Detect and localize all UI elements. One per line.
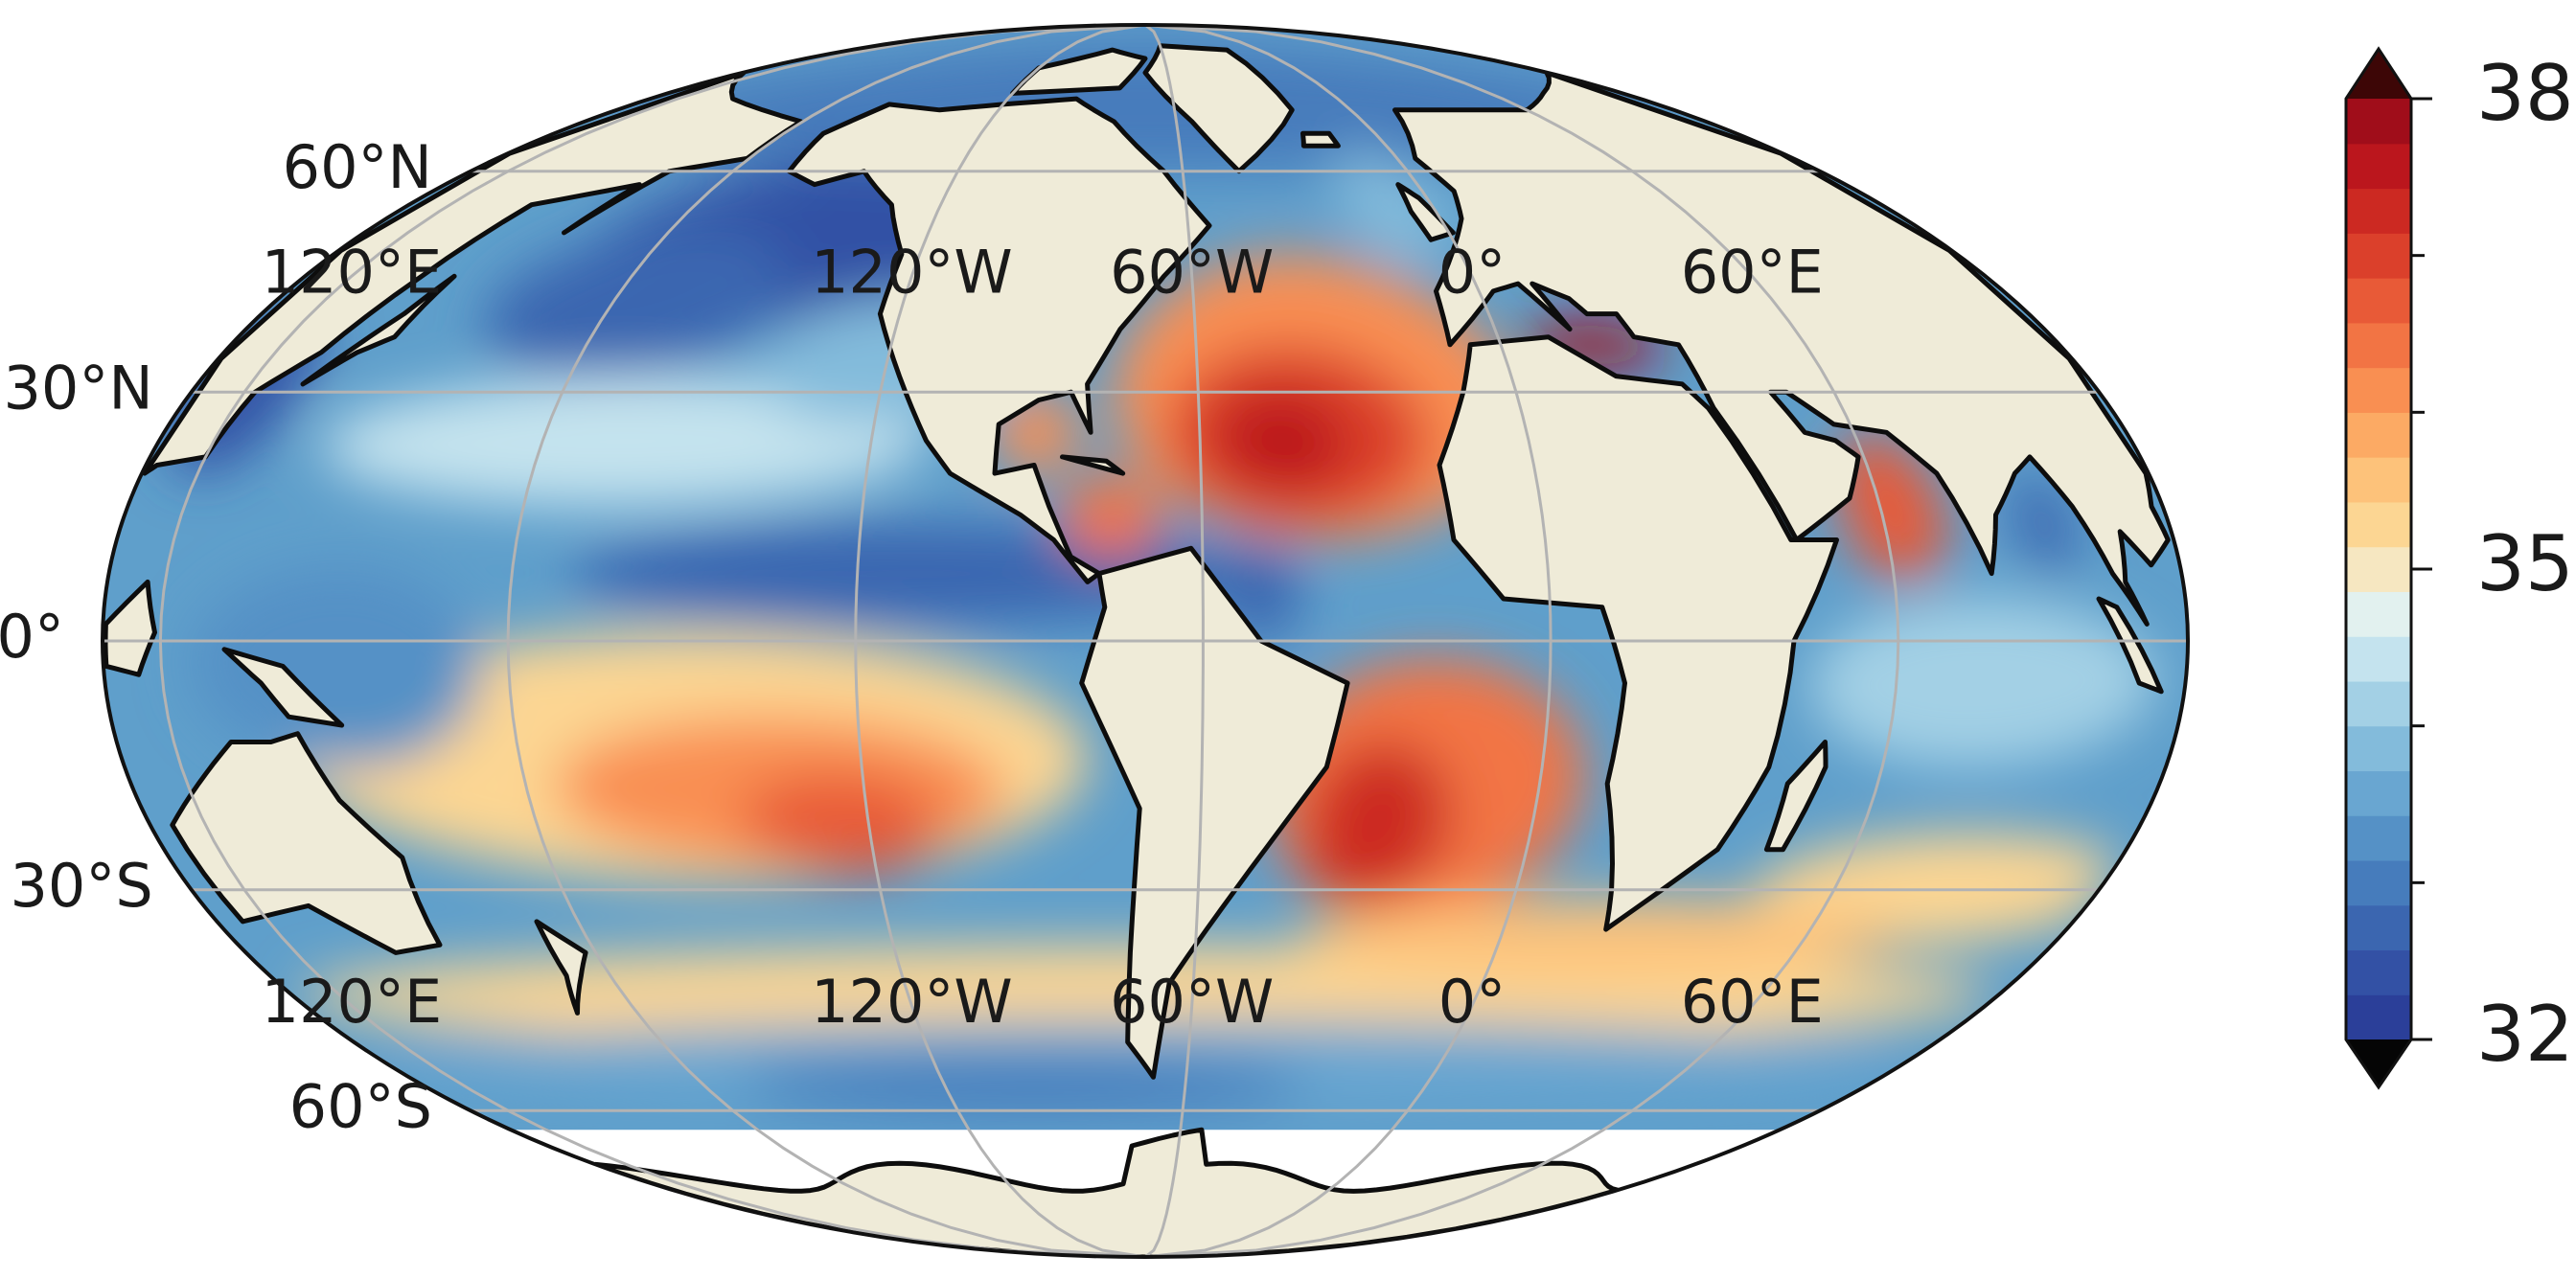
salinity-patch: [1836, 432, 1946, 582]
lon-label: 120°W: [811, 237, 1013, 307]
colorbar-band: [2346, 367, 2411, 413]
lon-label: 120°E: [262, 967, 443, 1037]
meridian: [158, 25, 1146, 1257]
landmass: [221, 647, 345, 728]
colorbar-extend-under: [2346, 1039, 2411, 1087]
colorbar-extend-over: [2346, 49, 2411, 99]
lat-label: 60°S: [289, 1071, 432, 1141]
lat-label: 0°: [0, 602, 64, 672]
salinity-patch: [322, 376, 927, 507]
landmass: [2096, 596, 2164, 695]
colorbar-band: [2346, 725, 2411, 772]
landmass: [142, 70, 804, 476]
colorbar-tick-label: 35: [2476, 519, 2574, 608]
colorbar-band: [2346, 457, 2411, 503]
meridian: [854, 25, 1146, 1257]
salinity-patch: [190, 564, 480, 767]
colorbar-band: [2346, 412, 2411, 458]
landmass: [1763, 740, 1828, 853]
globe-outline: [101, 23, 2190, 1259]
lon-label: 120°E: [262, 237, 443, 307]
colorbar-band: [2346, 99, 2411, 145]
colorbar-tick-label: 32: [2476, 990, 2574, 1079]
salinity-patch: [1304, 742, 1451, 906]
colorbar-band: [2346, 680, 2411, 727]
salinity-patch: [1060, 473, 1162, 557]
salinity-patch: [2011, 473, 2076, 574]
colorbar-band: [2346, 770, 2411, 816]
salinity-patch: [483, 225, 789, 377]
lon-label: 60°E: [1681, 967, 1824, 1037]
salinity-patch: [741, 1056, 1306, 1111]
lat-label: 60°N: [283, 132, 432, 202]
lat-label: 30°S: [10, 851, 152, 921]
salinity-patch: [1298, 898, 1909, 976]
colorbar-tick-label: 38: [2476, 49, 2574, 138]
landmass: [534, 919, 588, 1016]
colorbar: 32 35 38: [2344, 46, 2574, 1090]
salinity-patch: [1216, 392, 1348, 491]
colorbar-band: [2346, 546, 2411, 592]
meridian: [506, 25, 1146, 1257]
landmass: [1060, 454, 1126, 476]
meridian: [1144, 25, 1552, 1257]
landmass: [786, 96, 1212, 584]
lon-label: 60°E: [1681, 237, 1824, 307]
lon-label: 0°: [1438, 967, 1506, 1037]
colorbar-band: [2346, 591, 2411, 637]
lon-label: 0°: [1438, 237, 1506, 307]
landmass: [1392, 70, 2171, 627]
colorbar-band: [2346, 278, 2411, 324]
landmass: [1079, 545, 1350, 1080]
landmass: [103, 579, 157, 677]
globe: [103, 25, 2188, 1257]
lat-label: 30°N: [3, 353, 152, 423]
meridian: [1144, 25, 1900, 1257]
colorbar-band: [2346, 188, 2411, 234]
colorbar-band: [2346, 815, 2411, 861]
colorbar-band: [2346, 904, 2411, 951]
landmass: [170, 731, 443, 955]
colorbar-band: [2346, 859, 2411, 906]
colorbar-band: [2346, 233, 2411, 279]
graticule-labels: 60°N 30°N 0° 30°S 60°S 120°E 120°E 120°W 120°W 60…: [0, 132, 1824, 1141]
lon-label: 120°W: [811, 967, 1013, 1037]
colorbar-band: [2346, 636, 2411, 682]
colorbar-band: [2346, 322, 2411, 369]
lon-label: 60°W: [1110, 967, 1274, 1037]
lon-label: 60°W: [1110, 237, 1274, 307]
colorbar-band: [2346, 994, 2411, 1040]
meridian: [1144, 25, 1205, 1257]
graticule: [103, 25, 2188, 1257]
landmass: [300, 273, 457, 387]
colorbar-band: [2346, 501, 2411, 548]
salinity-patch: [741, 775, 941, 874]
colorbar-band: [2346, 143, 2411, 190]
landmass: [1300, 130, 1341, 148]
salinity-patch: [1334, 151, 1451, 262]
colorbar-band: [2346, 949, 2411, 995]
